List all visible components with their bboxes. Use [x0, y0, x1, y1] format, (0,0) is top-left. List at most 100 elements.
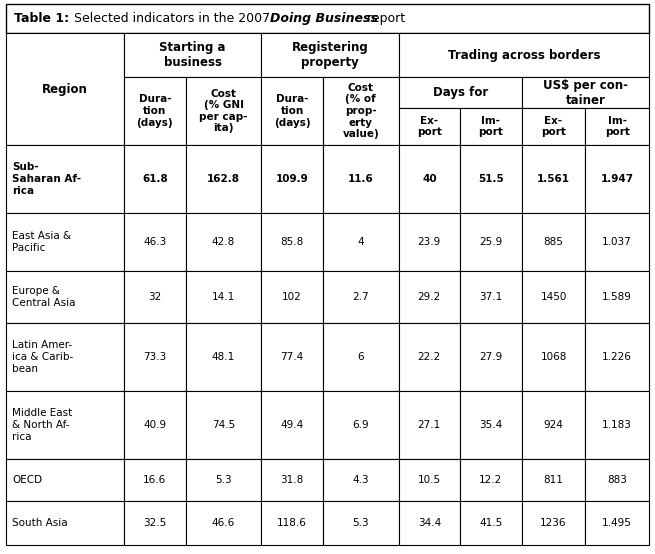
- Text: 924: 924: [544, 420, 563, 430]
- Text: 46.6: 46.6: [212, 518, 235, 528]
- Text: Selected indicators in the 2007: Selected indicators in the 2007: [74, 12, 274, 25]
- Text: Im-
port: Im- port: [478, 116, 503, 137]
- Text: 40.9: 40.9: [143, 420, 166, 430]
- Bar: [124, 77, 185, 145]
- Bar: [124, 391, 185, 459]
- Text: 162.8: 162.8: [207, 174, 240, 184]
- Bar: [323, 271, 399, 323]
- Text: 37.1: 37.1: [479, 292, 502, 302]
- Text: 32: 32: [148, 292, 162, 302]
- Text: 73.3: 73.3: [143, 352, 166, 362]
- Text: Table 1:: Table 1:: [14, 12, 69, 25]
- Bar: [460, 323, 521, 391]
- Bar: [399, 77, 521, 108]
- Bar: [124, 501, 185, 545]
- Text: 1.037: 1.037: [603, 237, 632, 247]
- Text: 1.947: 1.947: [601, 174, 634, 184]
- Text: 2.7: 2.7: [352, 292, 369, 302]
- Text: Doing Business: Doing Business: [270, 12, 378, 25]
- Text: 1450: 1450: [540, 292, 567, 302]
- Bar: [261, 391, 323, 459]
- Text: 40: 40: [422, 174, 437, 184]
- Bar: [185, 323, 261, 391]
- Bar: [399, 323, 460, 391]
- Text: 27.9: 27.9: [479, 352, 502, 362]
- Text: South Asia: South Asia: [12, 518, 67, 528]
- Bar: [185, 77, 261, 145]
- Bar: [6, 501, 124, 545]
- Text: 77.4: 77.4: [280, 352, 304, 362]
- Text: 885: 885: [544, 237, 563, 247]
- Bar: [124, 271, 185, 323]
- Bar: [521, 145, 586, 213]
- Bar: [399, 391, 460, 459]
- Bar: [521, 108, 586, 145]
- Bar: [521, 391, 586, 459]
- Text: 27.1: 27.1: [418, 420, 441, 430]
- Bar: [399, 459, 460, 501]
- Text: Cost
(% GNI
per cap-
ita): Cost (% GNI per cap- ita): [199, 89, 248, 134]
- Text: US$ per con-
tainer: US$ per con- tainer: [543, 79, 628, 106]
- Bar: [124, 33, 261, 77]
- Text: 1236: 1236: [540, 518, 567, 528]
- Bar: [124, 459, 185, 501]
- Bar: [261, 459, 323, 501]
- Bar: [185, 391, 261, 459]
- Text: 4: 4: [358, 237, 364, 247]
- Bar: [586, 145, 649, 213]
- Bar: [261, 501, 323, 545]
- Text: report: report: [363, 12, 405, 25]
- Bar: [586, 391, 649, 459]
- Text: 1.226: 1.226: [602, 352, 632, 362]
- Bar: [6, 33, 124, 145]
- Bar: [399, 213, 460, 271]
- Text: 1.183: 1.183: [602, 420, 632, 430]
- Text: Days for: Days for: [432, 86, 488, 99]
- Text: Starting a
business: Starting a business: [160, 41, 226, 69]
- Bar: [399, 33, 649, 77]
- Text: 4.3: 4.3: [352, 475, 369, 485]
- Bar: [460, 391, 521, 459]
- Bar: [261, 33, 399, 77]
- Bar: [185, 459, 261, 501]
- Text: 31.8: 31.8: [280, 475, 304, 485]
- Text: 46.3: 46.3: [143, 237, 166, 247]
- Text: 25.9: 25.9: [479, 237, 502, 247]
- Text: Dura-
tion
(days): Dura- tion (days): [137, 94, 173, 127]
- Bar: [6, 391, 124, 459]
- Text: 102: 102: [282, 292, 302, 302]
- Text: East Asia &
Pacific: East Asia & Pacific: [12, 231, 71, 253]
- Bar: [124, 213, 185, 271]
- Text: 12.2: 12.2: [479, 475, 502, 485]
- Text: Middle East
& North Af-
rica: Middle East & North Af- rica: [12, 408, 72, 442]
- Text: 22.2: 22.2: [418, 352, 441, 362]
- Bar: [399, 108, 460, 145]
- Text: Region: Region: [42, 83, 88, 95]
- Text: Cost
(% of
prop-
erty
value): Cost (% of prop- erty value): [343, 83, 379, 139]
- Text: Sub-
Saharan Af-
rica: Sub- Saharan Af- rica: [12, 162, 81, 196]
- Bar: [124, 323, 185, 391]
- Text: Trading across borders: Trading across borders: [447, 49, 600, 61]
- Text: 118.6: 118.6: [277, 518, 307, 528]
- Bar: [6, 213, 124, 271]
- Bar: [399, 271, 460, 323]
- Text: 35.4: 35.4: [479, 420, 502, 430]
- Bar: [185, 145, 261, 213]
- Bar: [261, 213, 323, 271]
- Bar: [6, 145, 124, 213]
- Text: 23.9: 23.9: [418, 237, 441, 247]
- Text: 16.6: 16.6: [143, 475, 166, 485]
- Bar: [185, 271, 261, 323]
- Bar: [399, 501, 460, 545]
- Text: 34.4: 34.4: [418, 518, 441, 528]
- Bar: [6, 459, 124, 501]
- Bar: [323, 145, 399, 213]
- Text: Latin Amer-
ica & Carib-
bean: Latin Amer- ica & Carib- bean: [12, 340, 73, 373]
- Text: Ex-
port: Ex- port: [417, 116, 442, 137]
- Bar: [521, 501, 586, 545]
- Text: Registering
property: Registering property: [291, 41, 368, 69]
- Bar: [586, 271, 649, 323]
- Bar: [586, 459, 649, 501]
- Bar: [586, 108, 649, 145]
- Bar: [6, 271, 124, 323]
